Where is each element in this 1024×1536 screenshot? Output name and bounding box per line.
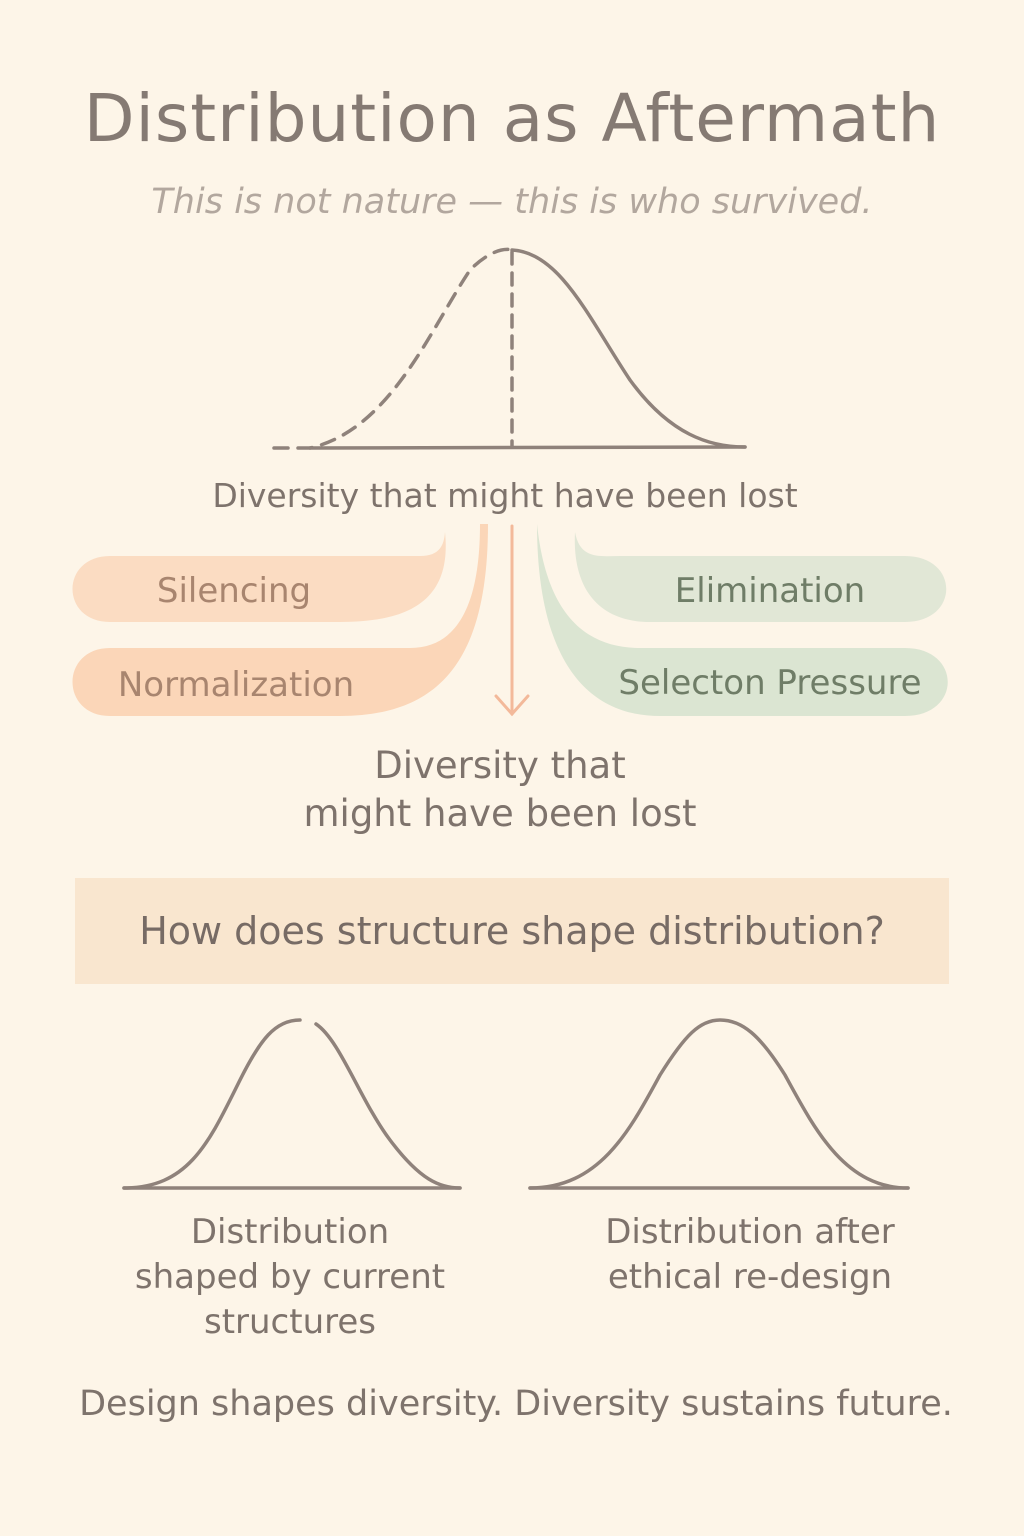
caption-right-line1: Distribution after: [605, 1212, 895, 1252]
ribbon-normalization: [72, 524, 488, 716]
solid-right-half: [510, 248, 747, 449]
ribbon-selection: [537, 524, 948, 716]
ribbon-elimination: [574, 532, 947, 622]
bell-curve-redesign: [528, 1018, 910, 1190]
footer-tagline: Design shapes diversity. Diversity susta…: [79, 1384, 953, 1424]
page-title: Distribution as Aftermath: [83, 80, 941, 157]
caption-current-structures: Distribution shaped by current structure…: [110, 1210, 470, 1345]
baseline: [308, 445, 747, 450]
caption-left-line1: Distribution: [190, 1212, 390, 1252]
force-silencing: Silencing: [157, 571, 311, 611]
question-text: How does structure shape distribution?: [139, 909, 885, 953]
caption-left-line2: shaped by current: [134, 1257, 446, 1297]
bell-curve-current: [122, 1018, 462, 1190]
middle-caption: Diversity that might have been lost: [280, 742, 720, 838]
page-subtitle: This is not nature — this is who survive…: [151, 182, 873, 222]
force-normalization: Normalization: [118, 665, 354, 705]
caption-right-line2: ethical re-design: [607, 1257, 893, 1297]
ribbon-silencing: [72, 532, 446, 622]
question-panel: [75, 878, 949, 984]
middle-caption-line2: might have been lost: [303, 792, 697, 835]
force-elimination: Elimination: [675, 571, 865, 611]
middle-caption-line1: Diversity that: [374, 744, 626, 787]
top-bell-curve: [272, 247, 747, 450]
dashed-left-half: [272, 247, 514, 450]
caption-ethical-redesign: Distribution after ethical re-design: [560, 1210, 940, 1300]
force-selection-pressure: Selecton Pressure: [618, 663, 921, 703]
top-curve-caption: Diversity that might have been lost: [212, 476, 798, 515]
down-arrow: [494, 524, 530, 717]
caption-left-line3: structures: [203, 1302, 376, 1342]
